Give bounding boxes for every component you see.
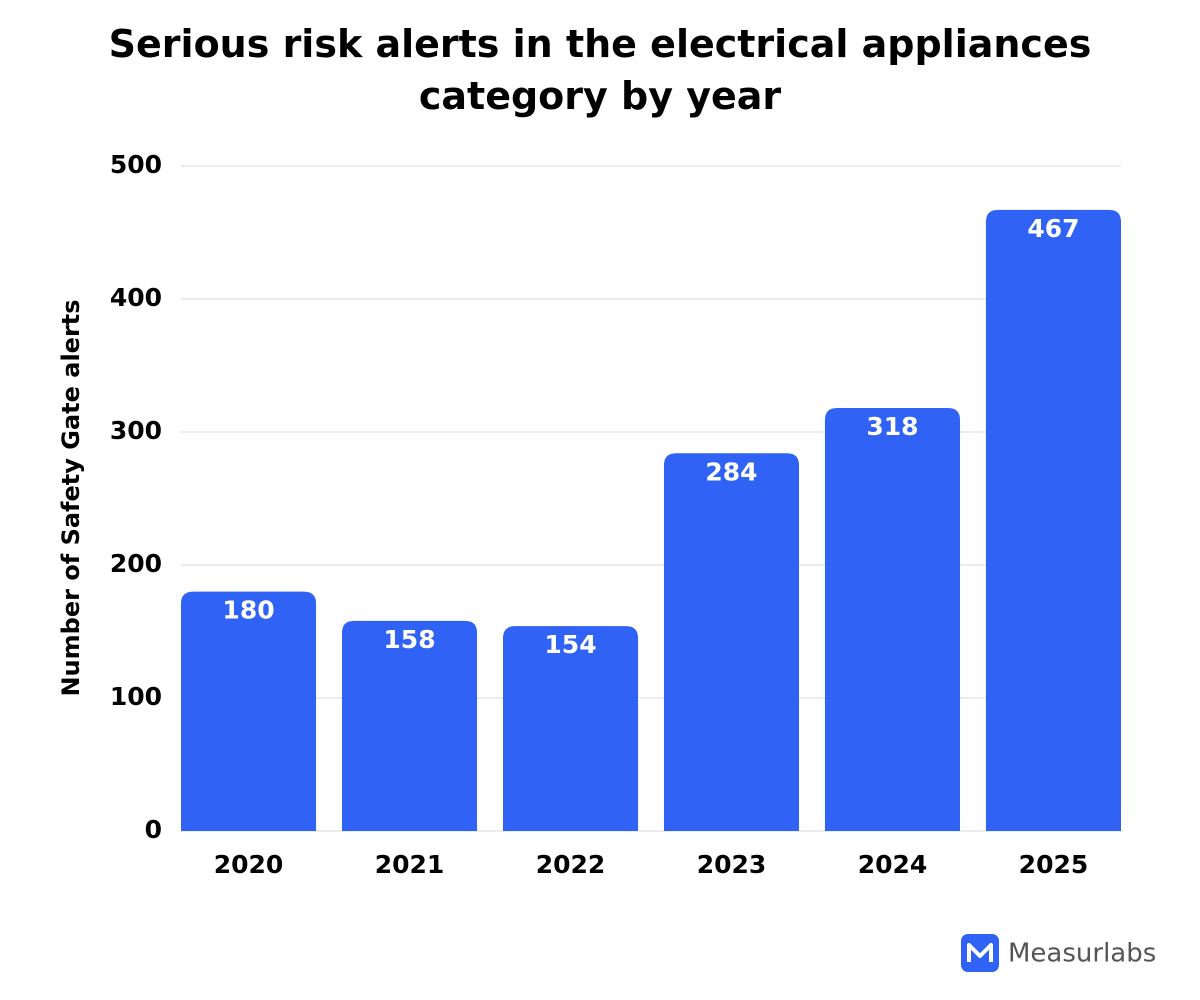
bar — [985, 209, 1121, 831]
value-label: 158 — [383, 625, 435, 654]
value-label: 467 — [1027, 214, 1079, 243]
bar — [181, 591, 317, 831]
x-tick-label: 2022 — [536, 850, 606, 879]
y-axis-label: Number of Safety Gate alerts — [57, 299, 85, 696]
value-label: 318 — [866, 412, 918, 441]
x-tick-label: 2024 — [858, 850, 928, 879]
brand-name: Measurlabs — [1008, 939, 1156, 969]
x-tick-label: 2025 — [1019, 850, 1089, 879]
y-tick-label: 100 — [110, 682, 162, 711]
bar — [824, 408, 961, 831]
chart-title: Serious risk alerts in the electrical ap… — [108, 22, 1092, 118]
value-label: 180 — [222, 596, 274, 625]
y-tick-label: 500 — [110, 150, 162, 179]
y-tick-label: 300 — [110, 416, 162, 445]
value-label: 154 — [544, 630, 596, 659]
bar — [663, 453, 800, 831]
y-tick-label: 400 — [110, 283, 162, 312]
brand-logo-mark — [967, 943, 993, 962]
x-tick-label: 2020 — [214, 850, 284, 879]
bar — [341, 620, 478, 831]
x-tick-label: 2021 — [375, 850, 445, 879]
y-tick-label: 0 — [145, 815, 162, 844]
brand-logo — [961, 934, 999, 972]
x-tick-label: 2023 — [697, 850, 767, 879]
value-label: 284 — [705, 457, 757, 486]
y-tick-label: 200 — [110, 549, 162, 578]
bar — [502, 626, 639, 831]
